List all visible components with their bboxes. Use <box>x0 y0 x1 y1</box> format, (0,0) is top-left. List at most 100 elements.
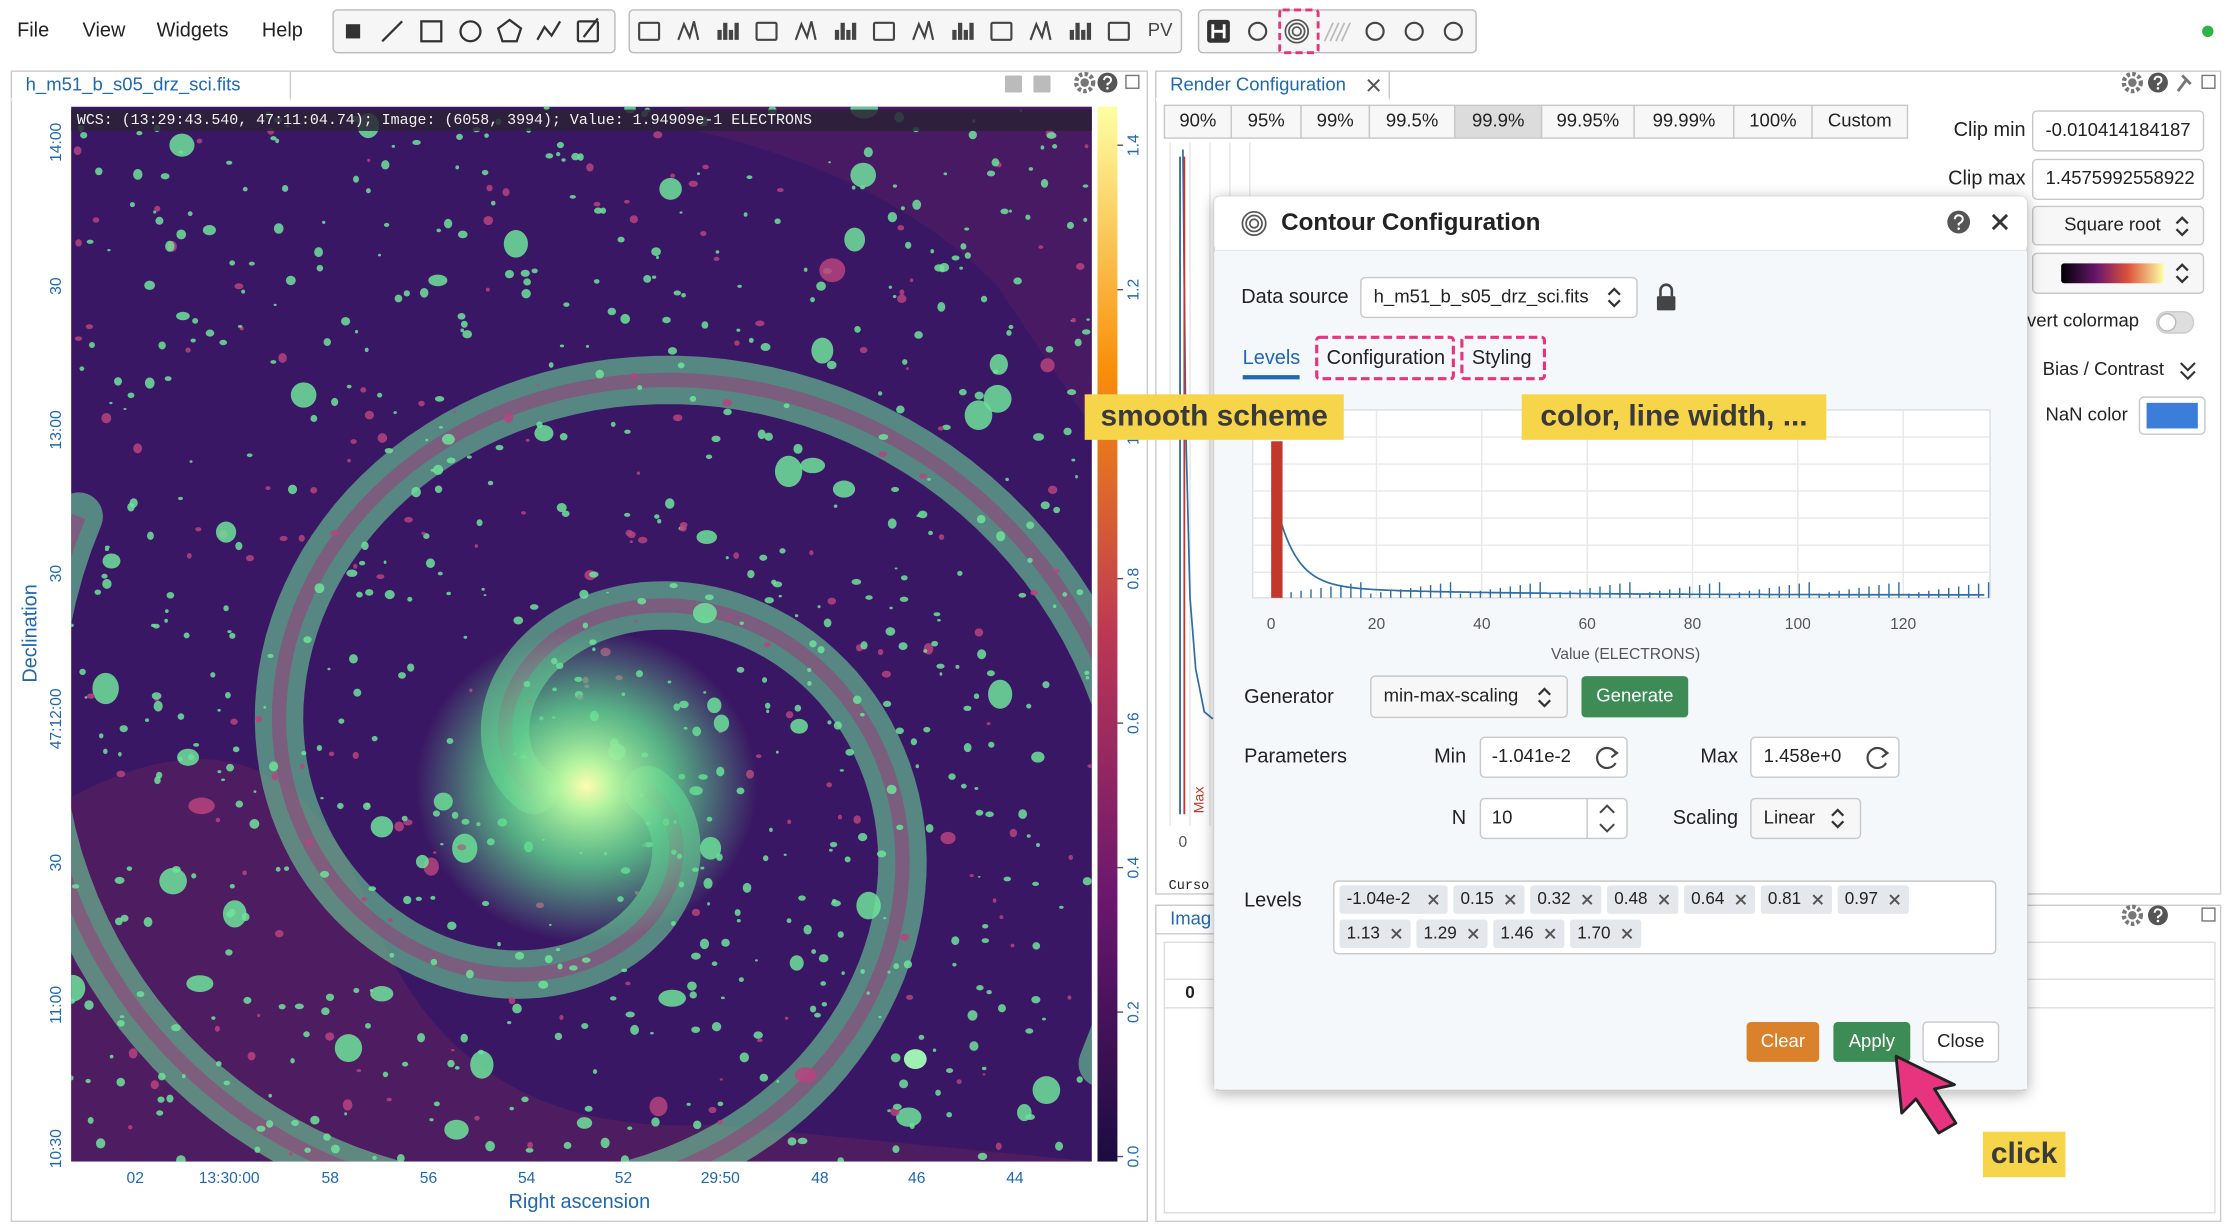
contour-blob <box>412 139 421 146</box>
button[interactable] <box>1833 1022 1911 1062</box>
level-tag[interactable] <box>1837 885 1909 914</box>
help-icon <box>1102 75 1112 86</box>
number-input[interactable] <box>1479 797 1628 840</box>
contour-blob <box>1053 506 1061 514</box>
contour-blob <box>109 1054 114 1059</box>
contour-blob <box>606 591 609 594</box>
percentile-button[interactable] <box>1540 104 1635 139</box>
level-tag[interactable] <box>1683 885 1756 914</box>
help-icon[interactable] <box>2148 905 2168 926</box>
panel-icon[interactable] <box>1004 75 1023 93</box>
tool-label[interactable]: PV <box>1148 19 1173 40</box>
level-tag[interactable] <box>1607 885 1679 914</box>
text-input[interactable] <box>2031 158 2205 200</box>
tool-icon <box>912 21 935 41</box>
panel-icon[interactable] <box>2201 74 2216 89</box>
contour-blob <box>401 1061 409 1067</box>
panel-icon[interactable] <box>2201 907 2216 922</box>
percentile-button[interactable] <box>1230 104 1302 139</box>
button[interactable] <box>1746 1022 1820 1062</box>
close-icon <box>1581 894 1593 905</box>
gear-icon[interactable] <box>2121 904 2144 926</box>
contour-blob <box>986 990 992 995</box>
contour-blob <box>278 1003 286 1010</box>
gear-icon[interactable] <box>2121 71 2144 94</box>
colorbar-tick-label: 0.0 <box>1126 1145 1143 1167</box>
contour-blob <box>803 267 808 272</box>
dialog-tab[interactable]: Levels <box>1243 347 1301 369</box>
select[interactable] <box>1750 797 1862 840</box>
help-icon[interactable] <box>2148 72 2168 93</box>
level-tag[interactable] <box>1339 885 1448 914</box>
contour-blob <box>436 228 441 233</box>
level-tag[interactable] <box>1530 885 1602 914</box>
contour-blob <box>1040 358 1055 373</box>
contour-blob <box>896 1107 922 1127</box>
contour-blob <box>196 138 203 144</box>
contour-blob <box>102 553 121 569</box>
dialog-tab[interactable]: Styling <box>1472 347 1532 369</box>
help-icon <box>1957 227 1960 230</box>
panel-icon[interactable] <box>1125 74 1140 89</box>
contour-blob <box>909 1122 915 1129</box>
text-input[interactable] <box>2031 110 2205 152</box>
panel-tab-title[interactable]: Imag <box>1170 907 1211 928</box>
menu-item[interactable]: Help <box>262 20 303 42</box>
help-icon[interactable] <box>1097 72 1118 93</box>
menu-item[interactable]: Widgets <box>157 20 229 42</box>
contour-blob <box>559 1014 564 1021</box>
contour-blob <box>290 382 317 408</box>
level-tag[interactable] <box>1416 919 1488 949</box>
contour-blob <box>521 511 526 515</box>
tool-icon <box>963 29 968 40</box>
x-tick-label: 44 <box>1006 1170 1024 1187</box>
contour-blob <box>253 790 257 793</box>
contour-blob <box>719 1078 723 1081</box>
level-tag[interactable] <box>1453 885 1525 914</box>
menu-item[interactable]: File <box>17 20 49 42</box>
contour-blob <box>704 594 714 601</box>
contour-blob <box>715 250 720 254</box>
contour-blob <box>837 814 843 820</box>
contour-blob <box>818 954 829 963</box>
contour-blob <box>417 1033 426 1043</box>
contour-blob <box>794 704 802 712</box>
percentile-button[interactable] <box>1811 104 1909 139</box>
panel-tab-title[interactable]: Render Configuration <box>1170 73 1346 94</box>
button[interactable] <box>1922 1021 2000 1063</box>
level-tag[interactable] <box>1493 919 1565 949</box>
text-input[interactable] <box>1750 736 1900 778</box>
percentile-button[interactable] <box>1454 104 1543 139</box>
level-tag[interactable] <box>1760 885 1832 914</box>
contour-blob <box>607 307 617 316</box>
gear-icon <box>1080 78 1089 87</box>
colorbar-tick-label: 0.4 <box>1126 856 1143 878</box>
text-input[interactable] <box>1479 736 1628 778</box>
collapse-label[interactable]: Bias / Contrast <box>2043 358 2164 379</box>
contour-blob <box>625 981 631 986</box>
percentile-button[interactable] <box>1733 104 1813 139</box>
select[interactable] <box>1360 276 1638 319</box>
tool-icon <box>1404 21 1424 41</box>
percentile-button[interactable] <box>1163 104 1233 139</box>
contour-blob <box>974 628 984 637</box>
select[interactable] <box>1370 675 1568 719</box>
menu-item[interactable]: View <box>83 20 126 42</box>
help-icon[interactable] <box>1947 210 1971 234</box>
level-tag[interactable] <box>1339 919 1411 949</box>
percentile-button[interactable] <box>1300 104 1371 139</box>
contour-blob <box>508 997 516 1005</box>
panel-tab-title[interactable]: h_m51_b_s05_drz_sci.fits <box>26 73 241 95</box>
refresh-icon <box>1881 747 1890 759</box>
select[interactable] <box>2031 205 2205 246</box>
contour-blob <box>981 938 990 944</box>
level-tag[interactable] <box>1570 919 1642 949</box>
contour-blob <box>117 1020 125 1027</box>
gear-icon[interactable] <box>1074 71 1096 94</box>
panel-icon[interactable] <box>1033 75 1051 93</box>
contour-blob <box>559 433 568 441</box>
button[interactable] <box>1581 676 1689 718</box>
dialog-tab[interactable]: Configuration <box>1327 347 1445 369</box>
dialog-icon <box>1245 214 1263 233</box>
contour-blob <box>742 882 752 893</box>
